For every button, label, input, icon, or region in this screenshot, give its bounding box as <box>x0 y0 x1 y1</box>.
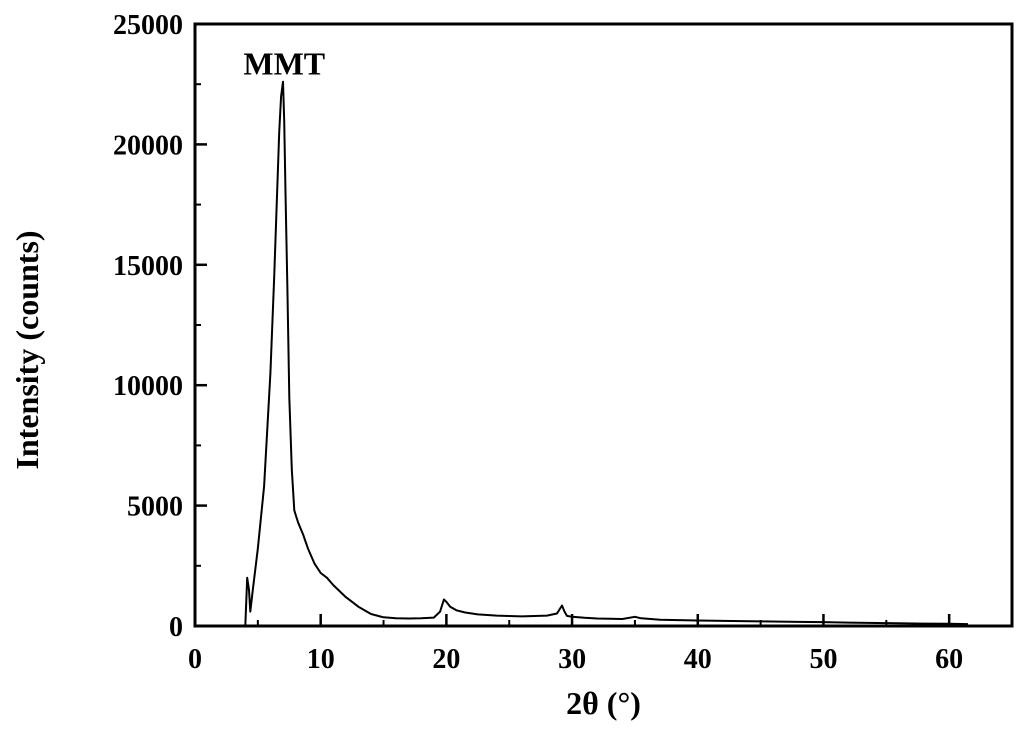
minor-ticks <box>195 83 888 626</box>
x-tick-label: 20 <box>432 644 460 675</box>
y-axis-label: Intensity (counts) <box>9 230 45 469</box>
major-ticks <box>193 22 951 628</box>
x-tick-label: 50 <box>809 644 837 675</box>
y-tick-labels: 0 5000 10000 15000 20000 25000 <box>113 10 183 643</box>
x-tick-label: 40 <box>684 644 712 675</box>
x-tick-label: 60 <box>935 644 963 675</box>
series-line <box>244 80 969 627</box>
x-tick-label: 0 <box>188 644 202 675</box>
y-tick-label: 0 <box>169 612 183 643</box>
y-tick-label: 25000 <box>113 10 183 41</box>
x-tick-label: 30 <box>558 644 586 675</box>
y-tick-label: 10000 <box>113 371 183 402</box>
annotation-mmt: MMT <box>243 46 325 82</box>
x-tick-label: 10 <box>307 644 335 675</box>
y-tick-label: 15000 <box>113 251 183 282</box>
x-tick-labels: 0 10 20 30 40 50 60 <box>188 644 963 675</box>
plot-frame <box>193 22 1014 628</box>
x-axis-label: 2θ (°) <box>566 685 641 721</box>
y-tick-label: 5000 <box>127 492 183 523</box>
y-tick-label: 20000 <box>113 130 183 161</box>
